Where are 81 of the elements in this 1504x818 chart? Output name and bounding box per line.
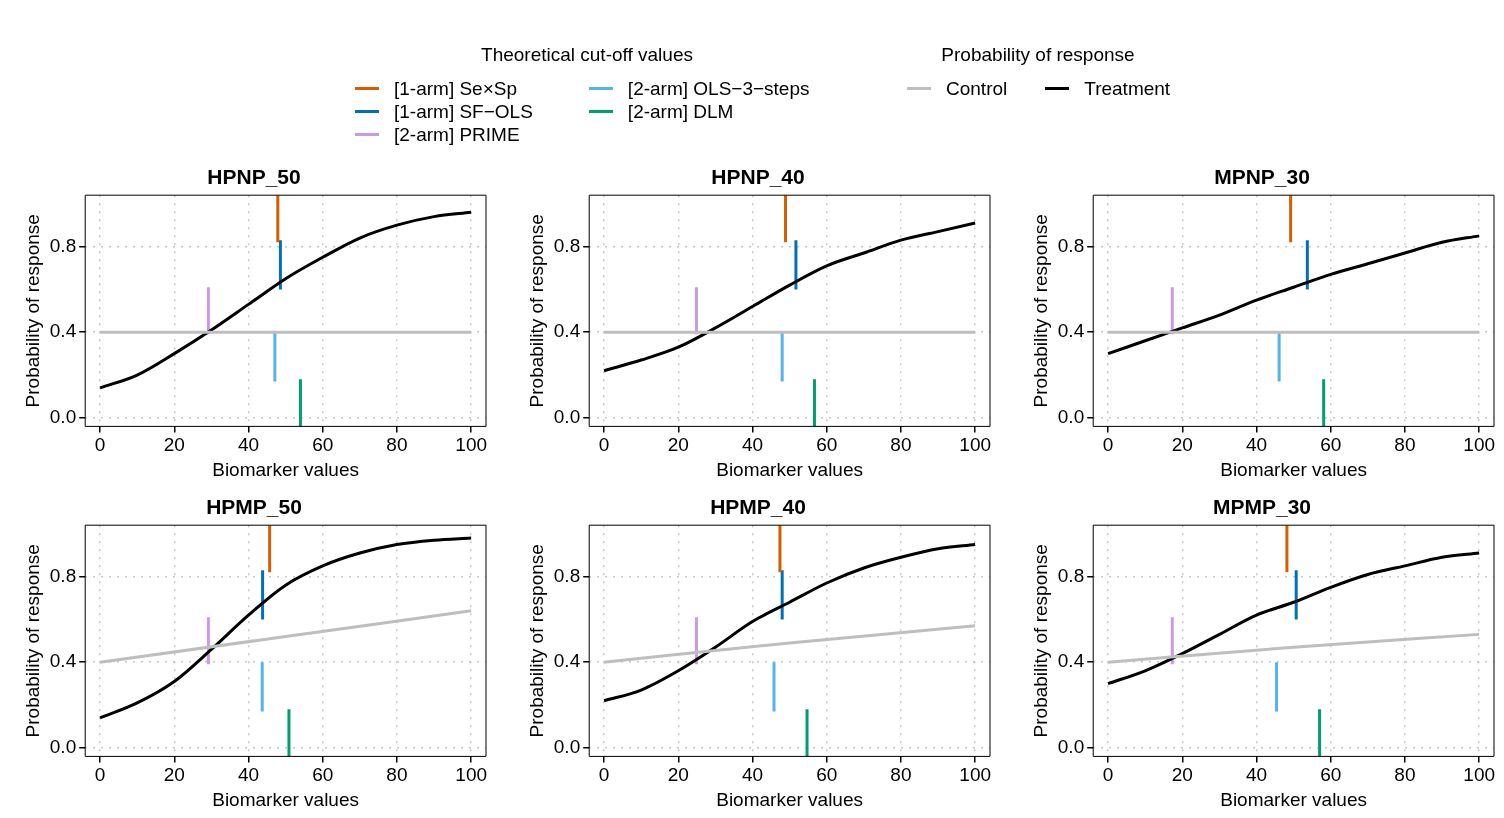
- legend-label: [1-arm] Se×Sp: [394, 77, 518, 100]
- x-axis-title: Biomarker values: [716, 458, 863, 480]
- x-tick-label: 100: [1463, 434, 1496, 456]
- x-tick-label: 80: [890, 764, 912, 786]
- y-axis-title: Probability of response: [21, 544, 43, 738]
- x-tick-label: 80: [1394, 434, 1416, 456]
- x-tick-label: 40: [237, 434, 260, 456]
- x-tick-label: 60: [1320, 764, 1342, 786]
- chart-title: MPMP_30: [1212, 495, 1312, 519]
- y-tick-label: 0.8: [1057, 564, 1085, 586]
- y-tick-label: 0.0: [553, 406, 581, 428]
- legend-label: [1-arm] SF−OLS: [394, 100, 533, 123]
- y-tick-label: 0.4: [49, 320, 77, 342]
- x-tick-label: 0: [94, 764, 106, 786]
- y-axis-title: Probability of response: [1029, 214, 1051, 408]
- x-axis-title: Biomarker values: [1220, 458, 1367, 480]
- x-tick-label: 100: [1463, 764, 1496, 786]
- x-tick-label: 60: [816, 434, 838, 456]
- chart-title: HPMP_40: [710, 495, 806, 519]
- y-tick-label: 0.0: [553, 736, 581, 758]
- y-tick-label: 0.4: [1057, 650, 1085, 672]
- x-tick-label: 40: [1245, 764, 1268, 786]
- legend-title: Theoretical cut-off values: [481, 44, 693, 66]
- chart-title: HPMP_50: [206, 495, 302, 519]
- legend-label: [2-arm] DLM: [627, 100, 734, 123]
- legend-label: Control: [946, 77, 1008, 100]
- y-tick-label: 0.8: [553, 234, 581, 256]
- legend-label: Treatment: [1084, 77, 1171, 100]
- y-axis-title: Probability of response: [21, 214, 43, 408]
- x-tick-label: 80: [890, 434, 912, 456]
- y-tick-label: 0.4: [553, 320, 581, 342]
- y-tick-label: 0.8: [1057, 234, 1085, 256]
- chart-title: HPNP_50: [207, 165, 301, 189]
- x-tick-label: 20: [1171, 764, 1193, 786]
- y-tick-label: 0.8: [49, 234, 77, 256]
- y-axis-title: Probability of response: [525, 214, 547, 408]
- x-tick-label: 20: [667, 434, 689, 456]
- y-axis-title: Probability of response: [525, 544, 547, 738]
- x-axis-title: Biomarker values: [716, 788, 863, 810]
- x-tick-label: 100: [959, 434, 992, 456]
- x-axis-title: Biomarker values: [212, 458, 359, 480]
- x-tick-label: 0: [94, 434, 106, 456]
- x-tick-label: 60: [816, 764, 838, 786]
- y-tick-label: 0.8: [49, 564, 77, 586]
- x-tick-label: 60: [1320, 434, 1342, 456]
- y-tick-label: 0.8: [553, 564, 581, 586]
- y-tick-label: 0.0: [49, 406, 77, 428]
- x-tick-label: 20: [667, 764, 689, 786]
- y-tick-label: 0.4: [1057, 320, 1085, 342]
- legend-label: [2-arm] OLS−3−steps: [627, 77, 810, 100]
- chart-title: HPNP_40: [711, 165, 805, 189]
- x-tick-label: 80: [386, 764, 408, 786]
- x-tick-label: 80: [1394, 764, 1416, 786]
- legend-label: [2-arm] PRIME: [394, 123, 520, 146]
- x-axis-title: Biomarker values: [212, 788, 359, 810]
- y-tick-label: 0.4: [49, 650, 77, 672]
- y-axis-title: Probability of response: [1029, 544, 1051, 738]
- x-tick-label: 40: [741, 764, 764, 786]
- x-tick-label: 20: [1171, 434, 1193, 456]
- x-tick-label: 40: [237, 764, 260, 786]
- x-tick-label: 20: [163, 764, 185, 786]
- text: Probability of response: [941, 44, 1135, 66]
- y-tick-label: 0.4: [553, 650, 581, 672]
- x-tick-label: 0: [1102, 434, 1114, 456]
- y-tick-label: 0.0: [49, 736, 77, 758]
- x-tick-label: 20: [163, 434, 185, 456]
- x-tick-label: 0: [598, 434, 610, 456]
- y-tick-label: 0.0: [1057, 406, 1085, 428]
- chart-title: MPNP_30: [1214, 165, 1310, 189]
- x-tick-label: 40: [1245, 434, 1268, 456]
- x-tick-label: 0: [1102, 764, 1114, 786]
- x-tick-label: 100: [455, 434, 488, 456]
- x-tick-label: 60: [312, 764, 334, 786]
- x-axis-title: Biomarker values: [1220, 788, 1367, 810]
- y-tick-label: 0.0: [1057, 736, 1085, 758]
- x-tick-label: 40: [741, 434, 764, 456]
- x-tick-label: 0: [598, 764, 610, 786]
- x-tick-label: 80: [386, 434, 408, 456]
- x-tick-label: 100: [959, 764, 992, 786]
- x-tick-label: 100: [455, 764, 488, 786]
- x-tick-label: 60: [312, 434, 334, 456]
